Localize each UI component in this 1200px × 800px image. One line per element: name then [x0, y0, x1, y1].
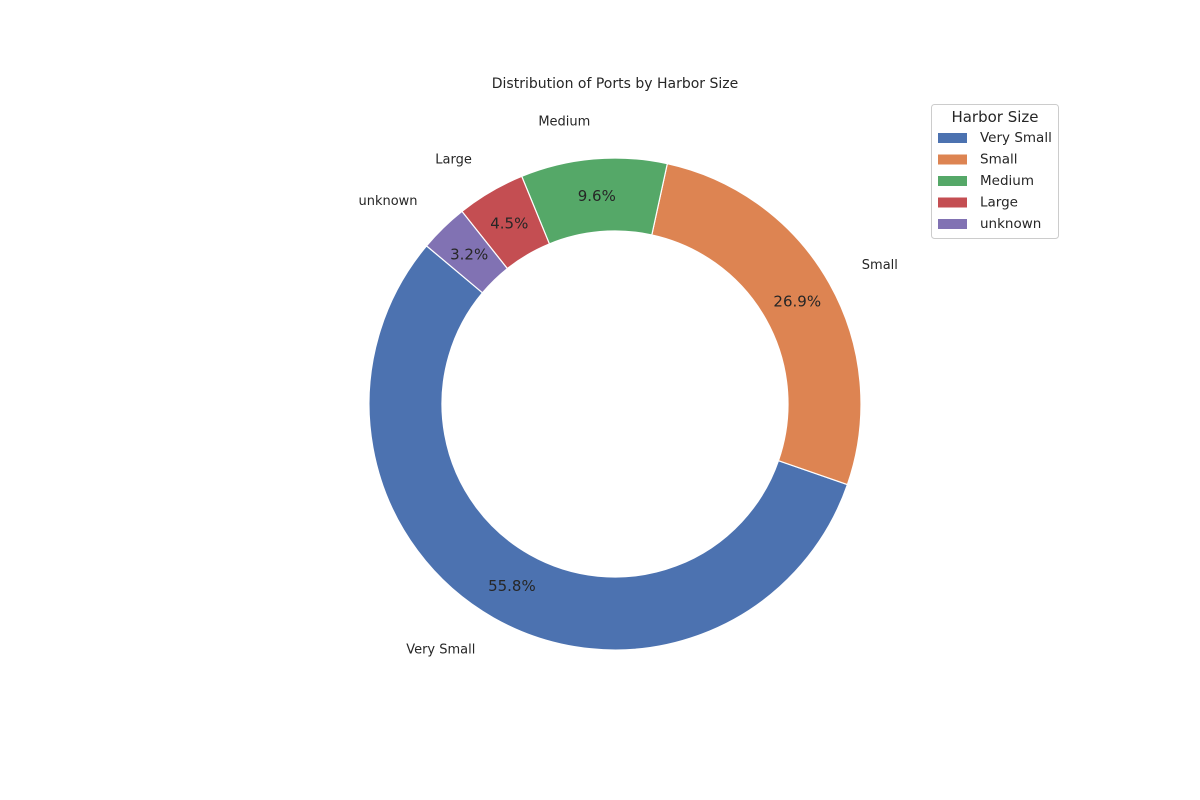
legend: Harbor Size Very Small Small Medium Large un… [931, 104, 1059, 239]
legend-swatch-large [938, 197, 967, 208]
legend-swatch-unknown [938, 219, 967, 229]
legend-swatch-small [938, 154, 967, 165]
legend-entries: Very Small Small Medium Large unknown [938, 130, 1052, 232]
legend-title: Harbor Size [951, 108, 1038, 126]
legend-label-unknown: unknown [980, 216, 1041, 232]
chart-title: Distribution of Ports by Harbor Size [492, 76, 738, 92]
outer-labels-group: Very Small Small Medium Large unknown [358, 115, 897, 658]
category-label-very-small: Very Small [406, 643, 475, 658]
slice-very-small [368, 245, 849, 651]
category-label-medium: Medium [538, 115, 590, 130]
legend-label-small: Small [980, 152, 1018, 168]
legend-label-large: Large [980, 195, 1018, 211]
slice-small [651, 162, 862, 486]
slices-group [368, 157, 862, 651]
percent-label-very-small: 55.8% [488, 577, 536, 595]
category-label-small: Small [862, 258, 898, 273]
percent-label-large: 4.5% [490, 215, 528, 233]
percent-labels-group: 55.8% 26.9% 9.6% 4.5%3.2% [450, 187, 821, 595]
slice-unknown [425, 210, 509, 294]
category-label-large: Large [435, 152, 472, 167]
percent-label-small: 26.9% [773, 293, 821, 311]
percent-label-medium: 9.6% [578, 187, 616, 205]
percent-label-unknown: 3.2% [450, 245, 488, 263]
legend-label-very-small: Very Small [980, 130, 1052, 146]
legend-label-medium: Medium [980, 173, 1034, 189]
category-label-unknown: unknown [358, 194, 417, 209]
legend-swatch-very-small [938, 133, 967, 143]
legend-swatch-medium [938, 176, 967, 186]
